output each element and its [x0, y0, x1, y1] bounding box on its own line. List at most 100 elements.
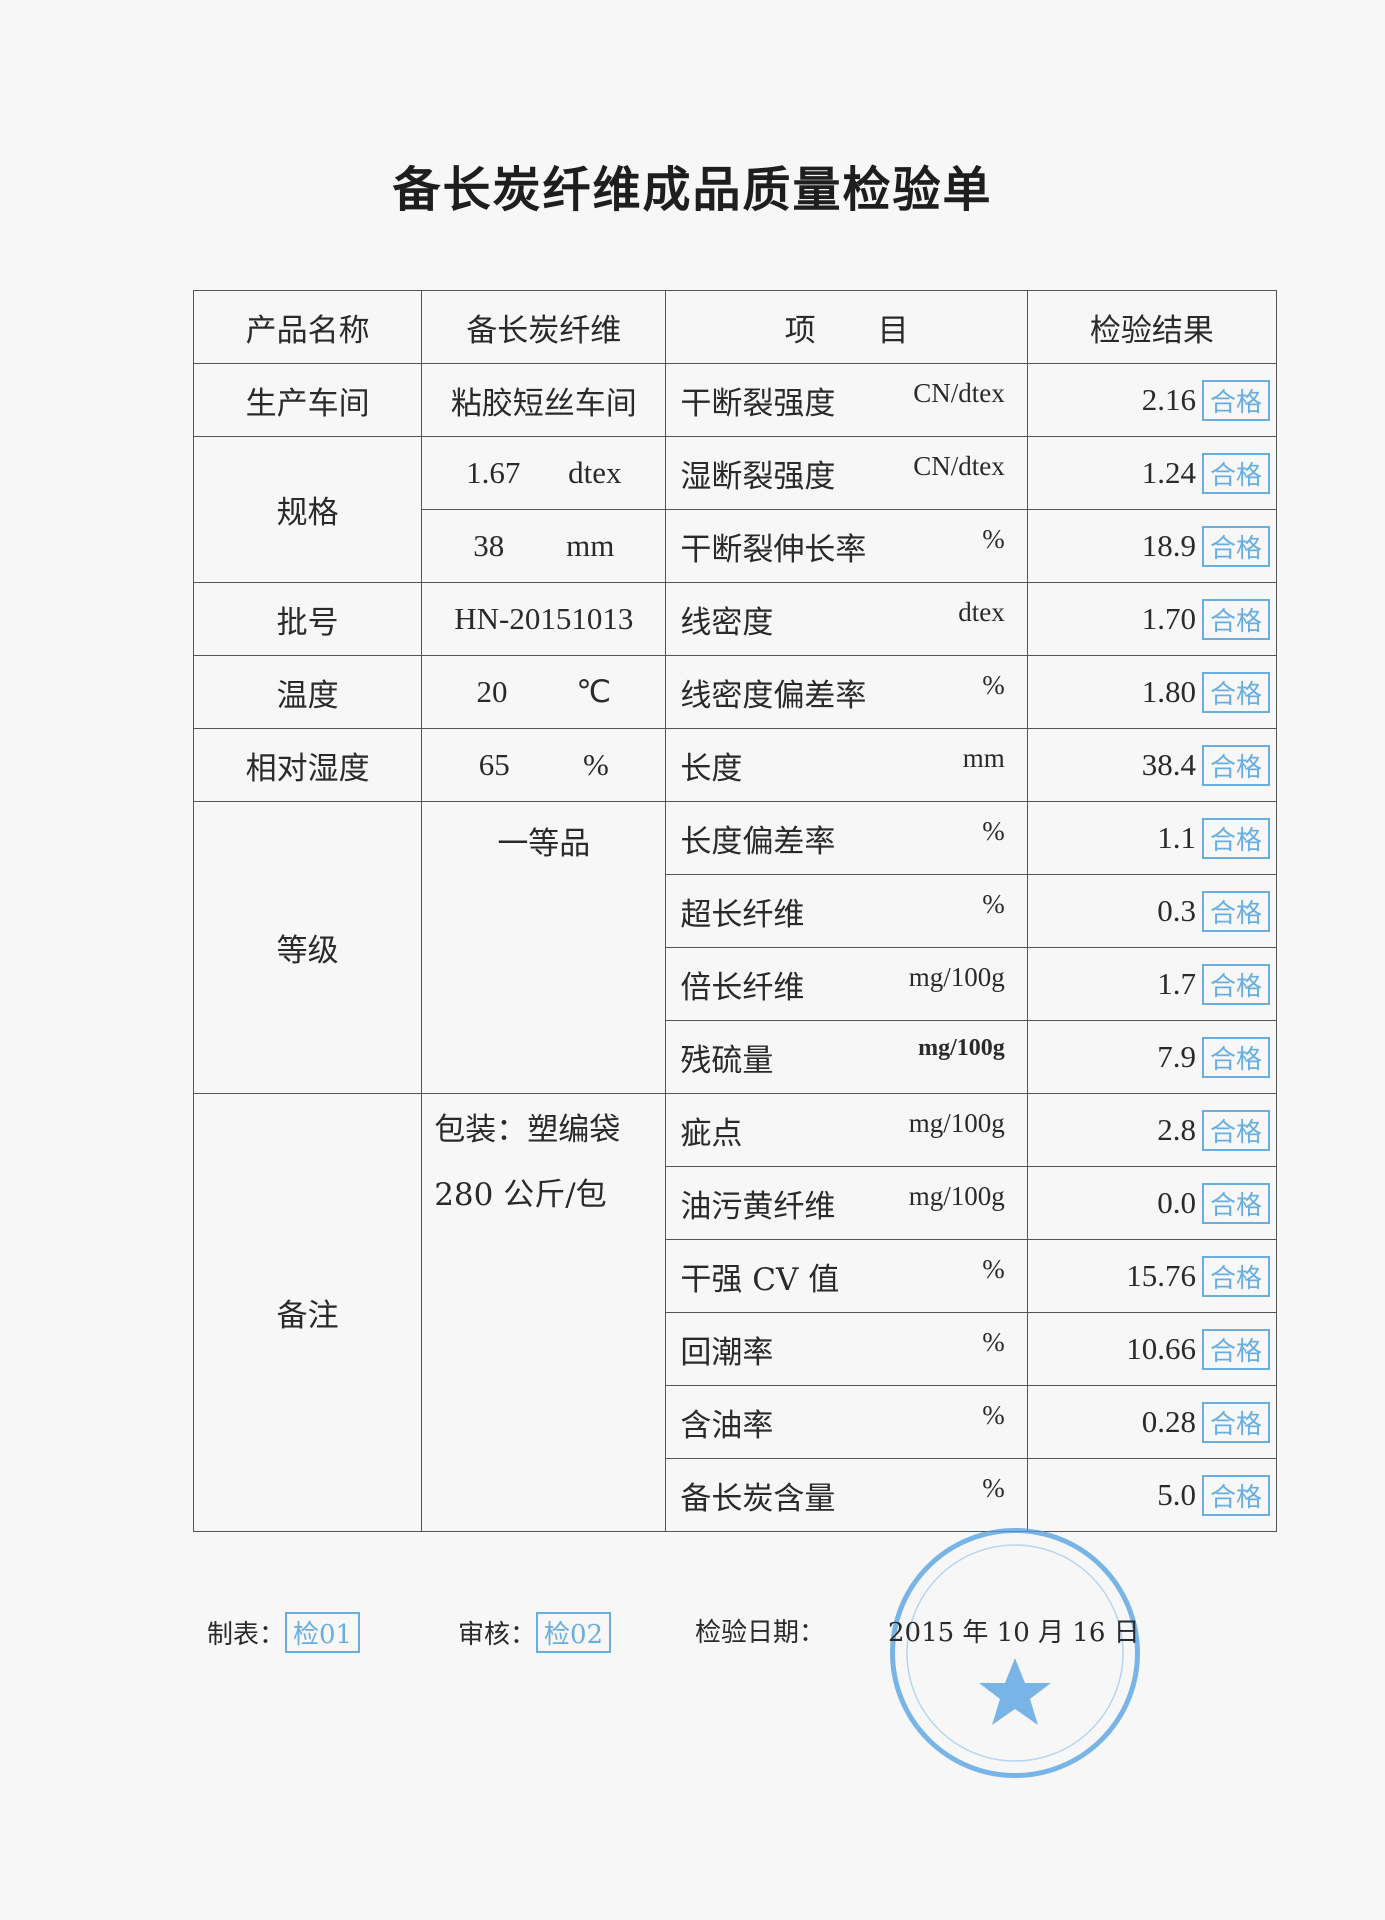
result-value: 5.0 — [1157, 1477, 1196, 1512]
date-field: 检验日期： — [695, 1612, 825, 1649]
item-cell: 线密度偏差率% — [665, 655, 1028, 729]
result-cell: 1.24 合格 — [1026, 436, 1278, 510]
spec-length: 38 mm — [421, 509, 667, 583]
item-name: 干断裂伸长率 — [680, 531, 867, 568]
company-seal-stamp — [890, 1528, 1140, 1778]
result-cell: 7.9 合格 — [1026, 1020, 1278, 1094]
pass-stamp: 合格 — [1201, 379, 1270, 421]
spec-label: 规格 — [192, 436, 423, 583]
item-cell: 长度偏差率% — [665, 801, 1028, 875]
item-unit: dtex — [958, 596, 1005, 627]
result-value: 0.0 — [1157, 1185, 1196, 1220]
pass-stamp: 合格 — [1201, 671, 1270, 713]
temp-value: 20 — [476, 674, 508, 709]
item-cell: 干强 CV 值% — [665, 1239, 1028, 1313]
item-unit: mg/100g — [908, 1107, 1005, 1138]
pass-stamp: 合格 — [1201, 963, 1270, 1005]
item-name: 油污黄纤维 — [680, 1188, 836, 1225]
item-name: 干强 CV 值 — [680, 1261, 840, 1298]
result-cell: 0.0 合格 — [1026, 1166, 1278, 1240]
item-unit: % — [982, 1399, 1005, 1430]
result-cell: 1.80 合格 — [1026, 655, 1278, 729]
item-name: 含油率 — [680, 1407, 774, 1444]
temp: 20 ℃ — [421, 655, 667, 729]
item-cell: 疵点 mg/100g — [665, 1093, 1028, 1167]
result-value: 10.66 — [1126, 1331, 1196, 1366]
result-cell: 1.7 合格 — [1026, 947, 1278, 1021]
item-cell: 倍长纤维 mg/100g — [665, 947, 1028, 1021]
batch-label: 批号 — [192, 582, 423, 656]
temp-unit: ℃ — [576, 674, 612, 709]
table-row: 相对湿度 65% 长度 mm 38.4 合格 — [192, 728, 1278, 802]
remark-label: 备注 — [192, 1093, 423, 1532]
result-value: 15.76 — [1126, 1258, 1196, 1293]
inspection-date: 2015 年 10 月 16 日 — [888, 1618, 1140, 1648]
product-name: 备长炭纤维 — [421, 290, 667, 364]
item-name: 湿断裂强度 — [680, 458, 836, 495]
result-cell: 5.0 合格 — [1026, 1458, 1278, 1532]
pass-stamp: 合格 — [1201, 1474, 1270, 1516]
grade-label: 等级 — [192, 801, 423, 1094]
item-unit: % — [982, 1326, 1005, 1357]
pass-stamp: 合格 — [1201, 598, 1270, 640]
spec2-unit: mm — [566, 528, 615, 563]
reviewer-field: 审核： 检02 — [458, 1612, 612, 1653]
reviewer-label: 审核： — [458, 1620, 537, 1650]
item-cell: 干断裂强度 CN/dtex — [665, 363, 1028, 437]
item-unit: mg/100g — [918, 1034, 1005, 1061]
table-header-row: 产品名称 备长炭纤维 项 目 检验结果 — [192, 290, 1278, 364]
maker-signature-stamp: 检01 — [285, 1612, 361, 1653]
item-unit: mm — [962, 742, 1005, 773]
result-value: 38.4 — [1141, 747, 1196, 782]
result-cell: 2.8 合格 — [1026, 1093, 1278, 1167]
table-row: 生产车间 粘胶短丝车间 干断裂强度 CN/dtex 2.16 合格 — [192, 363, 1278, 437]
item-unit: % — [982, 888, 1005, 919]
humidity-label: 相对湿度 — [192, 728, 423, 802]
spec-linear-density: 1.67 dtex — [421, 436, 667, 510]
item-cell: 湿断裂强度 CN/dtex — [665, 436, 1028, 510]
result-value: 1.7 — [1157, 966, 1196, 1001]
spec1-value: 1.67 — [466, 455, 521, 490]
item-name: 线密度偏差率 — [680, 677, 867, 714]
result-value: 1.80 — [1141, 674, 1196, 709]
result-value: 1.24 — [1141, 455, 1196, 490]
item-unit: CN/dtex — [913, 450, 1005, 481]
item-unit: % — [982, 1253, 1005, 1284]
item-name: 倍长纤维 — [680, 969, 805, 1006]
item-name: 长度偏差率 — [680, 823, 836, 860]
maker-label: 制表： — [207, 1620, 286, 1650]
table-row: 备注 包装：塑编袋 280 公斤/包 疵点 mg/100g 2.8 合格 — [192, 1093, 1278, 1532]
remark-weight: 280 公斤/包 — [434, 1177, 607, 1213]
humidity-value: 65 — [478, 747, 510, 782]
table-row: 批号 HN-20151013 线密度 dtex 1.70 合格 — [192, 582, 1278, 656]
item-cell: 备长炭含量% — [665, 1458, 1028, 1532]
result-cell: 0.28 合格 — [1026, 1385, 1278, 1459]
item-cell: 长度 mm — [665, 728, 1028, 802]
result-cell: 0.3 合格 — [1026, 874, 1278, 948]
result-value: 0.28 — [1141, 1404, 1196, 1439]
item-name: 线密度 — [680, 604, 774, 641]
result-header: 检验结果 — [1026, 290, 1278, 364]
item-unit: CN/dtex — [913, 377, 1005, 408]
pass-stamp: 合格 — [1201, 1036, 1270, 1078]
item-unit: % — [982, 1472, 1005, 1503]
pass-stamp: 合格 — [1201, 525, 1270, 567]
humidity-unit: % — [582, 747, 609, 782]
result-cell: 18.9 合格 — [1026, 509, 1278, 583]
item-cell: 干断裂伸长率% — [665, 509, 1028, 583]
result-cell: 10.66 合格 — [1026, 1312, 1278, 1386]
result-value: 2.16 — [1141, 382, 1196, 417]
item-unit: % — [982, 669, 1005, 700]
item-cell: 线密度 dtex — [665, 582, 1028, 656]
document-title: 备长炭纤维成品质量检验单 — [392, 162, 993, 218]
result-cell: 2.16 合格 — [1026, 363, 1278, 437]
item-cell: 超长纤维% — [665, 874, 1028, 948]
result-value: 2.8 — [1157, 1112, 1196, 1147]
item-name: 残硫量 — [680, 1042, 774, 1079]
item-cell: 含油率% — [665, 1385, 1028, 1459]
table-row: 油污黄纤维 mg/100g 0.0 合格 — [194, 1166, 1278, 1240]
inspection-table: 产品名称 备长炭纤维 项 目 检验结果 生产车间 粘胶短丝车间 干断裂强度 CN/… — [192, 290, 1278, 1532]
reviewer-signature-stamp: 检02 — [536, 1612, 612, 1653]
workshop: 粘胶短丝车间 — [421, 363, 667, 437]
table-row: 备长炭含量% 5.0 合格 — [194, 1458, 1278, 1532]
